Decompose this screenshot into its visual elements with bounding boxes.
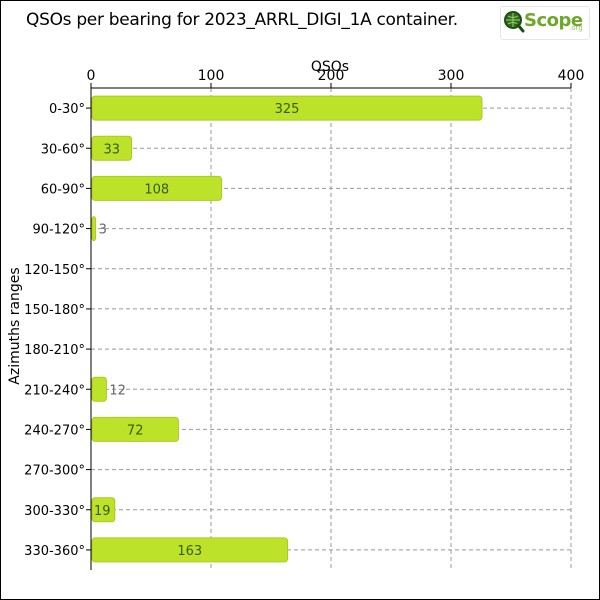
y-tick-label: 90-120° xyxy=(32,223,85,238)
y-tick-label: 330-360° xyxy=(24,544,85,559)
qscope-logo: Scope .org xyxy=(500,6,590,40)
data-label: 12 xyxy=(109,383,126,398)
data-label: 72 xyxy=(127,423,144,438)
y-tick-label: 300-330° xyxy=(24,504,85,519)
bar-1 xyxy=(91,135,133,161)
axes: 0 100 200 300 400 0-30° 30-60° 60-90° 90-120° 120… xyxy=(24,68,584,570)
chart-title: QSOs per bearing for 2023_ARRL_DIGI_1A c… xyxy=(26,10,458,30)
x-tick-label: 400 xyxy=(558,68,585,84)
bar-3 xyxy=(91,216,97,242)
data-label: 108 xyxy=(144,182,169,197)
x-tick-label: 100 xyxy=(198,68,225,84)
y-tick-label: 120-150° xyxy=(24,263,85,278)
bars: 325 33 108 3 12 72 19 163 xyxy=(91,95,483,563)
bar-0 xyxy=(91,95,483,121)
y-tick-label: 240-270° xyxy=(24,423,85,438)
bar-11 xyxy=(91,537,289,563)
logo-suffix: .org xyxy=(569,24,583,32)
grid-lines xyxy=(91,88,572,570)
y-tick-label: 0-30° xyxy=(49,102,85,117)
y-tick-label: 270-300° xyxy=(24,464,85,479)
y-tick-label: 180-210° xyxy=(24,343,85,358)
data-label: 3 xyxy=(99,223,107,238)
data-label: 33 xyxy=(104,142,121,157)
data-label: 325 xyxy=(275,102,300,117)
bar-2 xyxy=(91,175,223,201)
x-tick-label: 300 xyxy=(438,68,465,84)
y-tick-label: 150-180° xyxy=(24,303,85,318)
x-tick-label: 0 xyxy=(87,68,96,84)
y-tick-label: 60-90° xyxy=(41,182,85,197)
bar-8 xyxy=(91,416,179,442)
x-tick-label: 200 xyxy=(318,68,345,84)
bar-10 xyxy=(91,497,116,523)
y-tick-label: 210-240° xyxy=(24,383,85,398)
logo-wordmark: Scope xyxy=(524,10,583,31)
bar-7 xyxy=(91,376,107,402)
magnifier-globe-icon xyxy=(504,11,525,33)
y-axis-label: Azimuths ranges xyxy=(7,267,23,384)
x-axis-label: QSOs xyxy=(311,59,349,75)
y-tick-label: 30-60° xyxy=(41,142,85,157)
data-label: 163 xyxy=(177,544,202,559)
data-label: 19 xyxy=(94,504,111,519)
